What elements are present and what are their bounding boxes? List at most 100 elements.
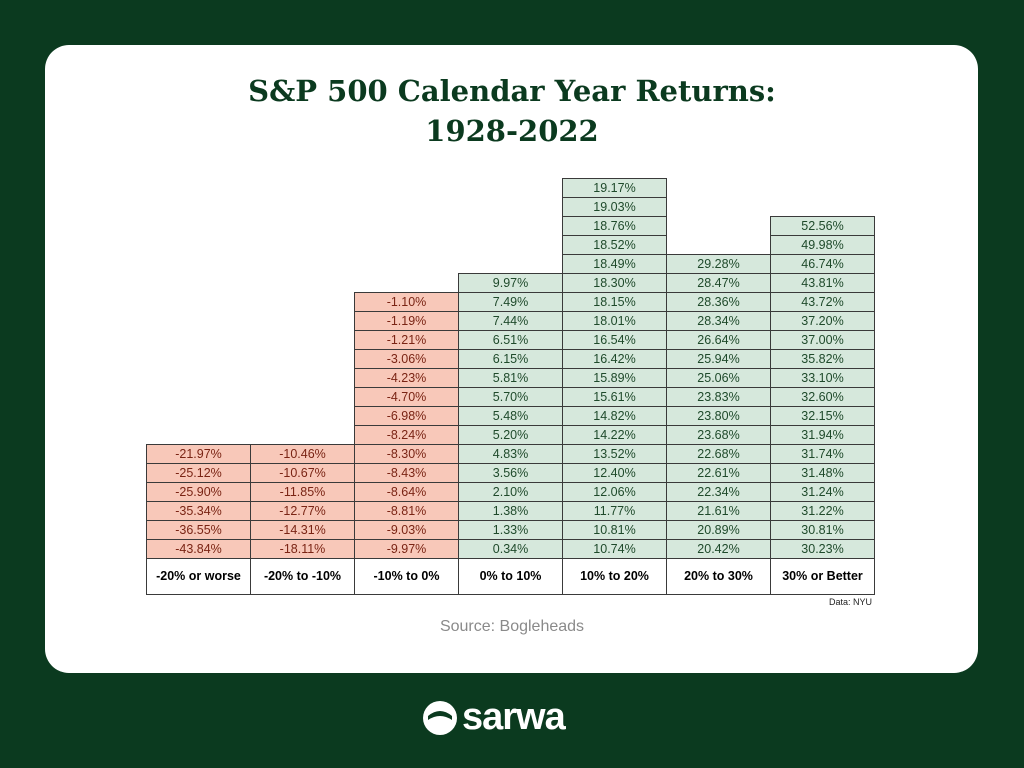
table-cell: 37.00% [770,330,875,350]
table-cell: 18.01% [562,311,667,331]
table-cell: 23.68% [666,425,771,445]
table-cell: 12.06% [562,482,667,502]
table-cell: 18.30% [562,273,667,293]
table-cell: 32.60% [770,387,875,407]
table-cell: 31.22% [770,501,875,521]
table-cell: 13.52% [562,444,667,464]
table-cell: 31.94% [770,425,875,445]
table-cell: 1.38% [458,501,563,521]
table-cell: -8.43% [354,463,459,483]
table-cell: -9.03% [354,520,459,540]
column-label: 0% to 10% [458,558,563,595]
table-cell: -4.23% [354,368,459,388]
table-cell: -1.19% [354,311,459,331]
table-cell: 30.81% [770,520,875,540]
table-cell: -43.84% [146,539,251,559]
table-cell: -18.11% [250,539,355,559]
table-cell: -25.12% [146,463,251,483]
table-cell: -14.31% [250,520,355,540]
table-cell: 10.74% [562,539,667,559]
table-cell: 28.47% [666,273,771,293]
table-cell: 5.48% [458,406,563,426]
table-cell: 6.15% [458,349,563,369]
table-cell: 18.15% [562,292,667,312]
table-cell: 4.83% [458,444,563,464]
column-label: -20% to -10% [250,558,355,595]
column-label: -20% or worse [146,558,251,595]
table-cell: 2.10% [458,482,563,502]
table-cell: 22.61% [666,463,771,483]
table-cell: -36.55% [146,520,251,540]
table-cell: 46.74% [770,254,875,274]
table-cell: -9.97% [354,539,459,559]
table-cell: -21.97% [146,444,251,464]
table-cell: 21.61% [666,501,771,521]
table-cell: -1.10% [354,292,459,312]
table-cell: -8.30% [354,444,459,464]
table-cell: -8.24% [354,425,459,445]
logo-icon [423,701,457,735]
table-cell: 6.51% [458,330,563,350]
table-cell: 19.03% [562,197,667,217]
table-cell: 35.82% [770,349,875,369]
table-cell: -6.98% [354,406,459,426]
table-cell: 22.34% [666,482,771,502]
column-label: 20% to 30% [666,558,771,595]
table-cell: 23.83% [666,387,771,407]
table-cell: 20.42% [666,539,771,559]
table-cell: 18.76% [562,216,667,236]
table-cell: 31.48% [770,463,875,483]
table-cell: 19.17% [562,178,667,198]
table-cell: 22.68% [666,444,771,464]
table-cell: 18.49% [562,254,667,274]
table-cell: 18.52% [562,235,667,255]
table-cell: -10.67% [250,463,355,483]
table-cell: -1.21% [354,330,459,350]
column-label: -10% to 0% [354,558,459,595]
table-cell: 0.34% [458,539,563,559]
table-cell: 7.49% [458,292,563,312]
table-cell: 32.15% [770,406,875,426]
table-cell: 28.34% [666,311,771,331]
table-cell: -4.70% [354,387,459,407]
table-cell: 11.77% [562,501,667,521]
table-cell: -8.81% [354,501,459,521]
note: Data: NYU [828,597,872,607]
table-cell: 7.44% [458,311,563,331]
table-cell: -8.64% [354,482,459,502]
column-label: 30% or Better [770,558,875,595]
table-cell: 5.20% [458,425,563,445]
table-cell: 26.64% [666,330,771,350]
table-cell: -10.46% [250,444,355,464]
table-cell: 15.89% [562,368,667,388]
table-cell: 43.81% [770,273,875,293]
table-cell: 25.94% [666,349,771,369]
table-cell: -3.06% [354,349,459,369]
table-cell: 31.74% [770,444,875,464]
table-cell: 5.70% [458,387,563,407]
source: Source: Bogleheads [439,618,585,635]
table-cell: 23.80% [666,406,771,426]
table-cell: 9.97% [458,273,563,293]
table-cell: 33.10% [770,368,875,388]
brand: sarwa [462,696,566,738]
table-cell: 15.61% [562,387,667,407]
title: S&P 500 Calendar Year Returns: [248,74,776,108]
table-cell: 49.98% [770,235,875,255]
table-cell: -11.85% [250,482,355,502]
table-cell: 29.28% [666,254,771,274]
table-cell: -12.77% [250,501,355,521]
table-cell: 37.20% [770,311,875,331]
table-cell: 52.56% [770,216,875,236]
table-cell: 25.06% [666,368,771,388]
table-cell: 28.36% [666,292,771,312]
table-cell: 16.42% [562,349,667,369]
table-cell: 14.82% [562,406,667,426]
column-label: 10% to 20% [562,558,667,595]
table-cell: 31.24% [770,482,875,502]
table-cell: -35.34% [146,501,251,521]
table-cell: 5.81% [458,368,563,388]
table-cell: -25.90% [146,482,251,502]
table-cell: 30.23% [770,539,875,559]
